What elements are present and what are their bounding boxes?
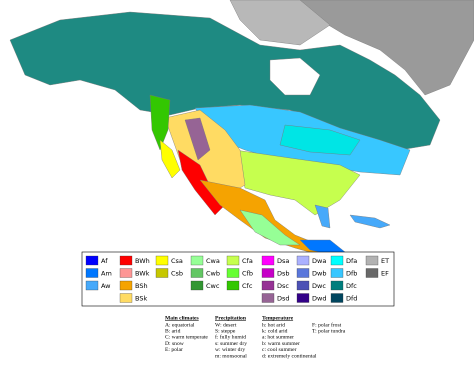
key-item: h: hot arid [262, 322, 285, 328]
key-item: a: hot summer [262, 335, 294, 341]
key-item: T: polar tundra [312, 328, 346, 334]
southwest-desert [177, 149, 226, 216]
legend-label: Csa [171, 257, 183, 265]
great-lakes-dfa [279, 124, 361, 156]
key-heading: Main climates [165, 315, 200, 321]
key-item: E: polar [165, 347, 183, 353]
legend-swatch [155, 268, 169, 278]
legend-label: Cwb [206, 270, 220, 278]
key-item: S: steppe [215, 328, 236, 334]
key-item: F: polar frost [312, 321, 342, 328]
legend-swatch [296, 255, 310, 266]
key-item: f: fully humid [215, 334, 246, 341]
legend-label: ET [381, 257, 389, 265]
legend-swatch [330, 268, 344, 278]
legend-swatch [190, 268, 204, 278]
california [159, 139, 181, 179]
legend-swatch [296, 293, 310, 303]
legend-label: Am [101, 270, 112, 278]
legend-label: Dfc [346, 282, 357, 290]
legend-swatch [226, 280, 240, 291]
key-heading: Temperature [262, 315, 294, 321]
legend-swatch [365, 255, 379, 266]
legend-label: Cfa [242, 257, 253, 265]
key-item: s: summer dry [215, 341, 247, 347]
legend-label: Dfd [346, 295, 357, 303]
legend-label: BWk [135, 270, 150, 278]
key-item: D: snow [165, 341, 185, 347]
legend-swatch [330, 293, 344, 303]
southeast-us [234, 149, 361, 216]
key-item: b: warm summer [262, 341, 300, 347]
legend-label: BSk [135, 295, 147, 303]
legend-label: Dfb [346, 270, 357, 278]
legend-label: Dsa [277, 257, 289, 265]
key-item: B: arid [165, 328, 181, 334]
legend-label: Csb [171, 270, 183, 278]
legend-swatch [119, 293, 133, 303]
key-item: k: cold arid [262, 328, 288, 334]
key-item: W: desert [215, 322, 237, 328]
legend-label: Dwc [312, 282, 326, 290]
florida [314, 204, 331, 229]
legend-label: BSh [135, 282, 148, 290]
key-heading: Precipitation [215, 315, 247, 321]
legend-swatch [330, 280, 344, 291]
legend-swatch [190, 280, 204, 291]
arctic-islands [229, 0, 331, 46]
legend-swatch [155, 255, 169, 266]
hudson-bay [269, 57, 321, 96]
legend-swatch [190, 255, 204, 266]
legend-swatch [261, 293, 275, 303]
legend-label: Cfc [242, 282, 253, 290]
key-item: w: winter dry [215, 347, 245, 353]
legend: Af Am Aw BWh BWk BSh BSk Csa Csb Cwa Cwb Cwc Cfa Cfb C… [81, 251, 395, 307]
legend-swatch [261, 255, 275, 266]
legend-label: EF [381, 270, 389, 278]
pacific-coast [149, 94, 171, 151]
key-item: d: extremely continental [262, 353, 317, 359]
legend-label: BWh [135, 257, 150, 265]
mexico-south [239, 209, 301, 246]
legend-swatch [85, 280, 99, 291]
greenland [299, 0, 474, 96]
map-shapes [9, 0, 474, 257]
legend-swatch [261, 268, 275, 278]
rockies [184, 117, 211, 161]
key-item: C: warm temperate [165, 335, 208, 341]
caribbean [349, 214, 391, 229]
legend-swatch [261, 280, 275, 291]
key-item: A: equatorial [165, 322, 195, 328]
legend-label: Cfb [242, 270, 253, 278]
legend-swatch [296, 268, 310, 278]
legend-swatch [119, 280, 133, 291]
legend-label: Dwb [312, 270, 326, 278]
legend-label: Dfa [346, 257, 357, 265]
legend-swatch [119, 255, 133, 266]
legend-label: Dsc [277, 282, 289, 290]
legend-label: Af [101, 257, 108, 265]
key-item: m: monsoonal [215, 353, 247, 359]
legend-swatch [330, 255, 344, 266]
legend-swatch [85, 255, 99, 266]
legend-label: Cwc [206, 282, 220, 290]
legend-label: Dsd [277, 295, 290, 303]
key-item: c: cool summer [262, 347, 297, 353]
legend-swatch [226, 255, 240, 266]
legend-label: Dwa [312, 257, 326, 265]
legend-swatch [365, 268, 379, 278]
legend-swatch [226, 268, 240, 278]
legend-swatch [85, 268, 99, 278]
legend-label: Cwa [206, 257, 220, 265]
legend-swatch [119, 268, 133, 278]
legend-swatch [296, 280, 310, 291]
legend-label: Dsb [277, 270, 290, 278]
legend-label: Aw [101, 282, 111, 290]
legend-label: Dwd [312, 295, 326, 303]
